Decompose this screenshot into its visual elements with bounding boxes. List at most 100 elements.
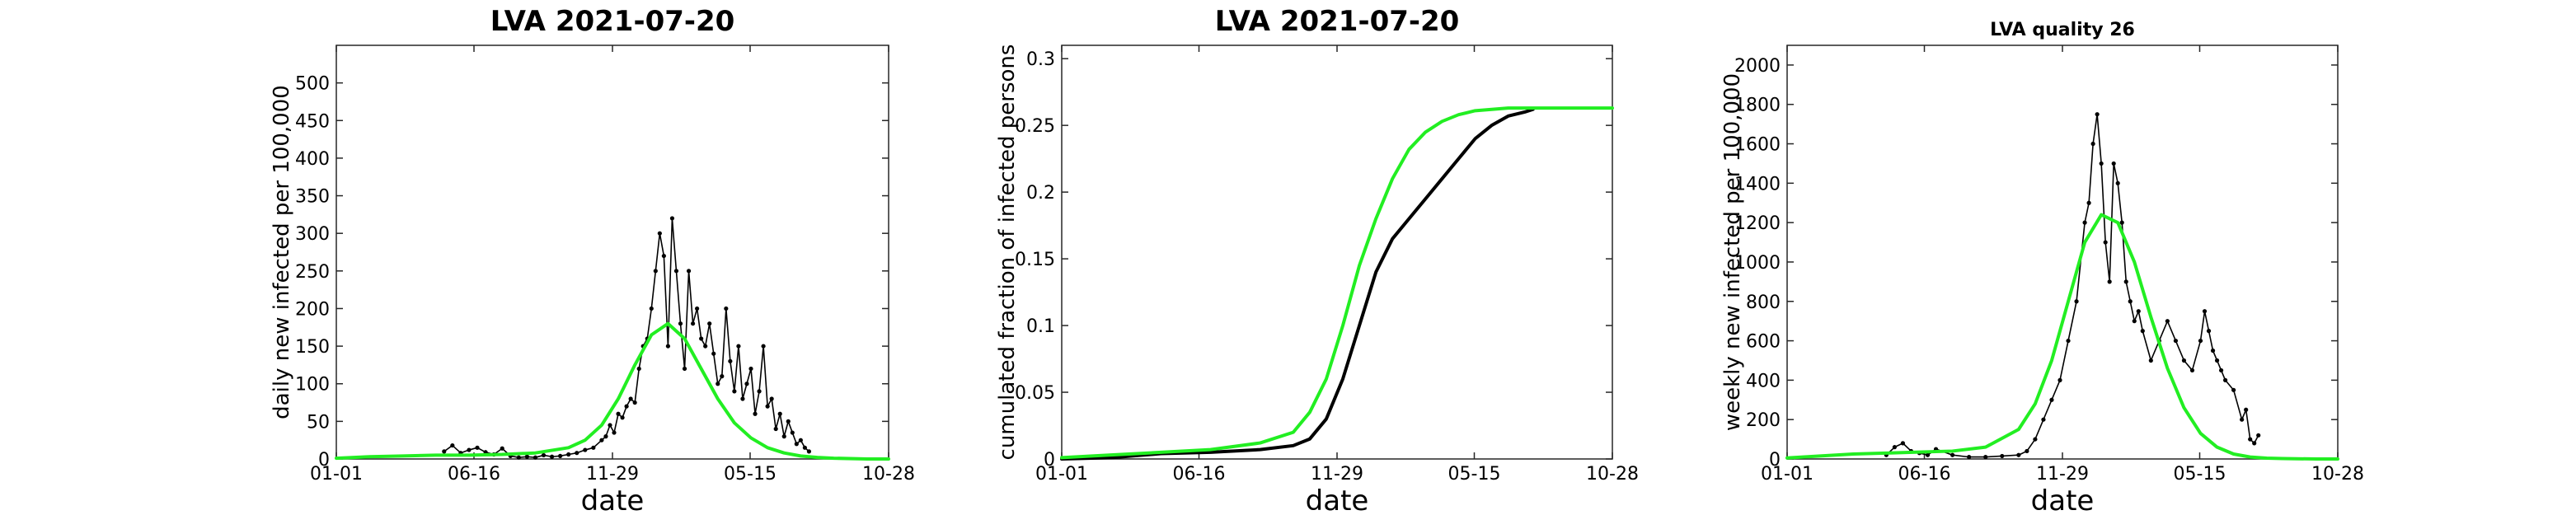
data-point — [773, 426, 778, 432]
data-point — [2123, 279, 2128, 284]
x-tick-label: 10-28 — [1586, 464, 1639, 485]
y-tick-label: 350 — [295, 187, 330, 208]
data-point — [765, 404, 770, 409]
data-point — [2086, 200, 2091, 205]
data-point — [1967, 455, 1972, 460]
data-point — [2099, 161, 2104, 166]
data-point — [806, 449, 812, 454]
data-point — [649, 306, 654, 311]
data-point — [736, 344, 741, 349]
data-point — [794, 442, 799, 447]
data-point — [678, 321, 683, 326]
x-tick-label: 11-29 — [586, 464, 639, 485]
data-point — [2128, 299, 2133, 304]
data-point — [2095, 112, 2100, 117]
x-axis-label: date — [2031, 485, 2095, 515]
data-point — [566, 452, 571, 457]
data-point — [475, 445, 480, 450]
data-point — [682, 366, 687, 372]
y-tick-label: 1800 — [1734, 96, 1781, 116]
chart-panel-3: LVA quality 26 01-01 06-16 11-29 05-15 10-28 0… — [1720, 20, 2364, 515]
x-tick-label: 05-15 — [2174, 464, 2226, 485]
chart-title: LVA 2021-07-20 — [1215, 5, 1460, 38]
data-point — [2107, 279, 2112, 284]
y-tick-label: 0 — [1044, 450, 1055, 471]
y-axis-label: cumulated fraction of infected persons — [995, 44, 1020, 461]
data-point — [777, 411, 782, 416]
y-tick-label: 0.05 — [1015, 383, 1055, 404]
data-point — [583, 447, 588, 452]
data-point — [2173, 338, 2179, 344]
data-point — [673, 269, 679, 274]
data-point — [716, 382, 720, 386]
data-point — [549, 454, 555, 459]
data-point — [2132, 319, 2137, 324]
data-point — [2252, 441, 2257, 446]
data-point — [690, 321, 696, 326]
data-point — [653, 269, 658, 274]
y-tick-label: 0 — [1769, 450, 1781, 471]
y-tick-label: 0.2 — [1026, 183, 1055, 204]
x-tick-label: 10-28 — [2311, 464, 2364, 485]
data-point — [2256, 433, 2261, 438]
data-point — [786, 419, 791, 424]
data-point — [790, 430, 795, 435]
data-point — [2074, 299, 2079, 304]
data-point — [541, 452, 547, 458]
data-point — [2244, 407, 2249, 412]
x-tick-label: 05-15 — [1448, 464, 1501, 485]
y-tick-label: 150 — [295, 337, 330, 358]
data-point — [533, 455, 538, 460]
y-axis-label: daily new infected per 100,000 — [270, 85, 294, 419]
data-point — [2025, 448, 2029, 454]
data-point — [724, 306, 729, 311]
data-point — [2210, 348, 2216, 353]
data-point — [2181, 358, 2187, 363]
data-point — [761, 344, 766, 349]
y-tick-label: 300 — [295, 224, 330, 245]
chart-panel-1: LVA 2021-07-20 01-01 06-16 11-29 05-15 10-28 0… — [270, 5, 915, 515]
data-point — [2214, 358, 2220, 363]
x-tick-label: 01-01 — [310, 464, 363, 485]
data-point — [620, 415, 625, 420]
data-point — [1925, 452, 1931, 457]
data-point — [2058, 377, 2062, 382]
data-point — [467, 447, 472, 452]
x-tick-label: 01-01 — [1035, 464, 1088, 485]
data-point — [516, 455, 521, 460]
chart-panel-2: LVA 2021-07-20 01-01 06-16 11-29 05-15 10-28 0… — [995, 5, 1639, 515]
data-point — [753, 411, 758, 416]
data-point — [2198, 338, 2203, 344]
data-point — [2111, 161, 2116, 166]
y-tick-label: 0.25 — [1015, 116, 1055, 137]
x-axis-label: date — [581, 485, 645, 515]
y-axis-label: weekly new infected per 100,000 — [1720, 73, 1745, 431]
data-point — [1900, 441, 1906, 446]
y-tick-label: 100 — [295, 375, 330, 396]
data-point — [732, 389, 737, 394]
data-point — [1983, 455, 1988, 460]
data-point — [442, 449, 447, 454]
data-point — [699, 336, 704, 341]
data-point — [500, 446, 504, 451]
data-point — [802, 445, 807, 450]
y-tick-label: 0.3 — [1026, 49, 1055, 70]
data-point — [624, 404, 629, 409]
data-point — [2218, 368, 2224, 373]
y-tick-label: 200 — [295, 299, 330, 320]
data-point — [661, 253, 666, 259]
y-tick-label: 200 — [1746, 410, 1781, 431]
x-tick-label: 11-29 — [2036, 464, 2089, 485]
data-point — [2140, 329, 2145, 334]
chart-title: LVA 2021-07-20 — [490, 5, 735, 38]
y-tick-label: 2000 — [1734, 56, 1781, 77]
x-tick-label: 06-16 — [448, 464, 500, 485]
data-point — [686, 269, 692, 274]
data-point — [2222, 377, 2228, 382]
data-point — [703, 344, 708, 349]
data-point — [2103, 240, 2108, 245]
data-series-line — [1060, 107, 1535, 461]
data-point — [798, 438, 803, 442]
data-point — [628, 396, 633, 401]
data-point — [2082, 220, 2087, 225]
